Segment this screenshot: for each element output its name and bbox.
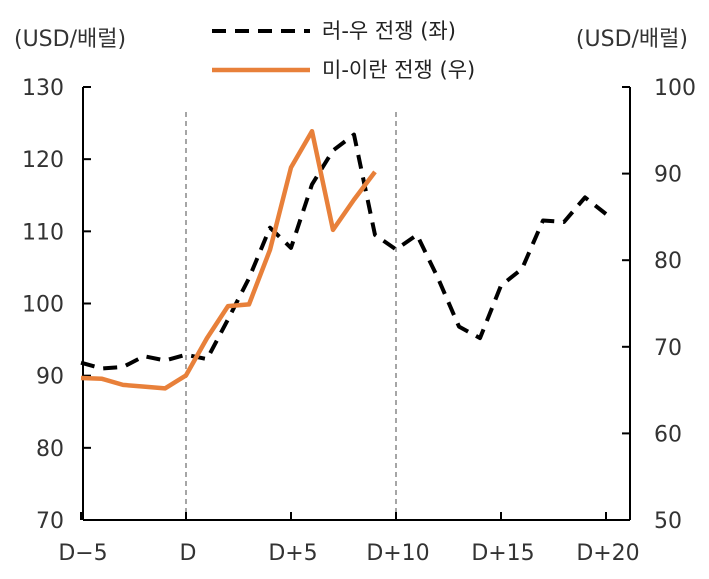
left-tick-label-120: 120 bbox=[22, 148, 64, 173]
right-tick-label-60: 60 bbox=[654, 422, 682, 447]
series-line-1 bbox=[80, 128, 377, 391]
x-tick-label-3: D+10 bbox=[366, 541, 429, 566]
x-tick-label-4: D+15 bbox=[471, 541, 534, 566]
reference-lines bbox=[185, 112, 397, 520]
left-tick-label-80: 80 bbox=[36, 437, 64, 462]
left-tick-label-70: 70 bbox=[36, 509, 64, 534]
x-tick-label-1: D bbox=[180, 541, 197, 566]
series-layer bbox=[80, 128, 608, 391]
x-tick-label-0: D−5 bbox=[58, 541, 107, 566]
right-tick-label-70: 70 bbox=[654, 336, 682, 361]
series-line-0 bbox=[80, 132, 608, 371]
x-tick-label-2: D+5 bbox=[268, 541, 317, 566]
left-tick-label-100: 100 bbox=[22, 293, 64, 318]
legend-label-ru-ukraine: 러-우 전쟁 (좌) bbox=[322, 19, 456, 43]
legend-label-us-iran: 미-이란 전쟁 (우) bbox=[322, 58, 475, 82]
right-axis-unit: (USD/배럴) bbox=[576, 27, 688, 52]
left-tick-label-90: 90 bbox=[36, 365, 64, 390]
right-tick-label-90: 90 bbox=[654, 163, 682, 188]
right-tick-label-80: 80 bbox=[654, 249, 682, 274]
left-tick-label-110: 110 bbox=[22, 220, 64, 245]
left-axis-unit: (USD/배럴) bbox=[14, 27, 126, 52]
left-tick-label-130: 130 bbox=[22, 76, 64, 101]
x-tick-label-5: D+20 bbox=[576, 541, 639, 566]
axes: 70 80 90 100 110 120 130 50 60 70 80 90 100 D−5 D D+5 D+… bbox=[22, 76, 696, 566]
right-tick-label-100: 100 bbox=[654, 76, 696, 101]
legend: 러-우 전쟁 (좌) 미-이란 전쟁 (우) bbox=[212, 19, 475, 82]
right-tick-label-50: 50 bbox=[654, 509, 682, 534]
